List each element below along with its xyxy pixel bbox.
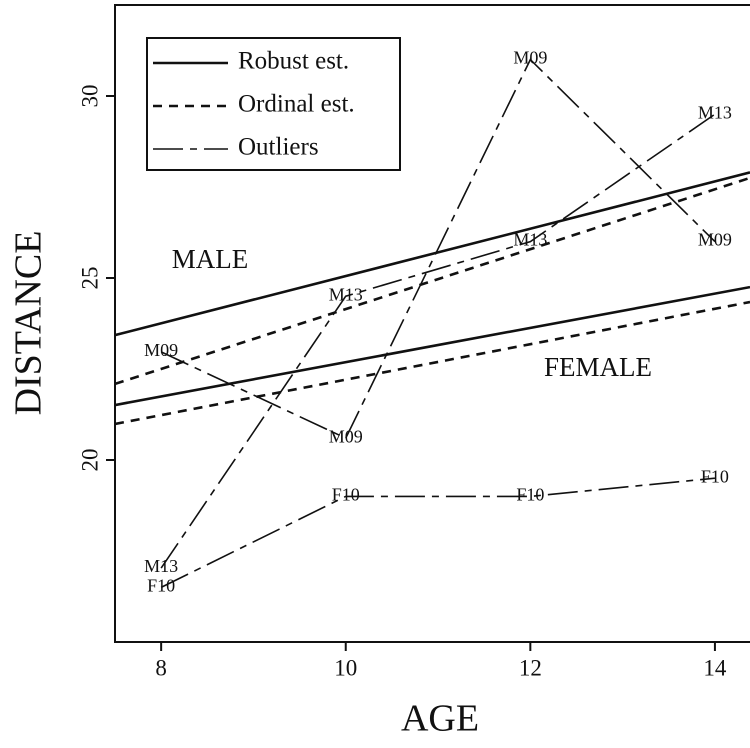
point-label: M09: [329, 426, 363, 446]
point-label: M13: [329, 284, 363, 304]
legend-label: Outliers: [238, 134, 319, 161]
series-line: [115, 171, 750, 337]
point-label: M09: [513, 48, 547, 68]
point-label: M13: [144, 556, 178, 576]
y-tick-label: 20: [77, 449, 102, 472]
point-label: F10: [701, 466, 729, 486]
y-axis-label: DISTANCE: [8, 231, 50, 416]
x-tick-label: 10: [334, 655, 357, 680]
point-label: F10: [147, 576, 175, 596]
point-label: F10: [332, 485, 360, 505]
point-label: M13: [513, 230, 547, 250]
x-tick-label: 14: [703, 655, 727, 680]
series-line: [160, 58, 716, 440]
y-tick-label: 30: [77, 85, 102, 108]
x-tick-label: 8: [155, 655, 167, 680]
point-label: M13: [698, 102, 732, 122]
x-tick-label: 12: [519, 655, 542, 680]
plot-area: [115, 58, 750, 589]
series-line: [115, 300, 750, 426]
point-label: M09: [144, 340, 178, 360]
legend-label: Ordinal est.: [238, 91, 355, 118]
annotation: MALE: [172, 244, 249, 274]
series-line: [160, 113, 716, 569]
plot-frame: [114, 4, 750, 643]
y-tick-label: 25: [77, 267, 102, 290]
point-label: F10: [516, 485, 544, 505]
series-line: [160, 477, 716, 589]
point-label: M09: [698, 230, 732, 250]
series-line: [115, 176, 750, 386]
series-line: [115, 285, 750, 407]
x-axis-label: AGE: [401, 698, 479, 740]
legend-label: Robust est.: [238, 48, 349, 75]
legend-box: [146, 37, 401, 171]
annotation: FEMALE: [544, 352, 652, 382]
